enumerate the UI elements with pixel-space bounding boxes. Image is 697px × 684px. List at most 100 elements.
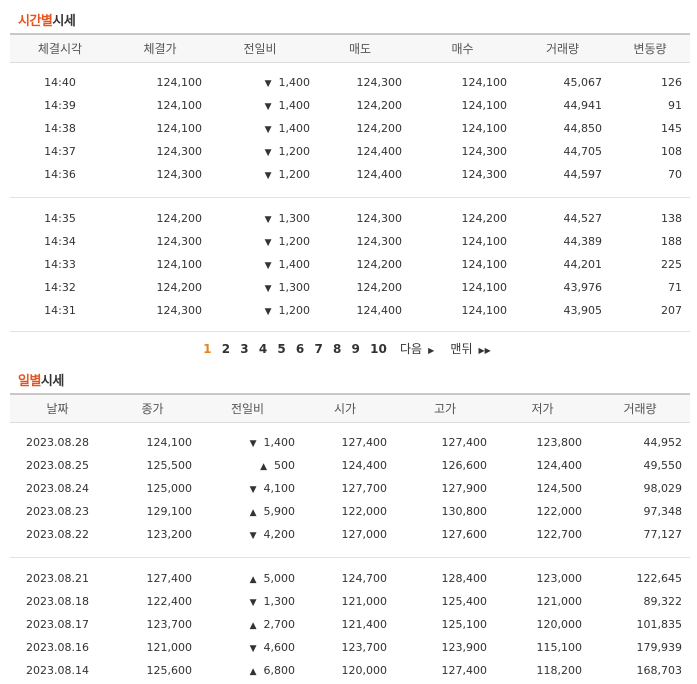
close-cell: 125,500 bbox=[146, 459, 193, 472]
diff-cell: ▼ 1,200 bbox=[210, 140, 310, 163]
volume-cell: 122,645 bbox=[636, 572, 683, 585]
open-cell: 123,700 bbox=[341, 641, 388, 654]
page-link[interactable]: 6 bbox=[295, 342, 305, 356]
volume-cell: 44,527 bbox=[563, 212, 603, 225]
triangle-up-icon: ▲ bbox=[249, 667, 257, 677]
diff-value: 1,200 bbox=[278, 145, 311, 158]
diff-value: 1,400 bbox=[278, 122, 311, 135]
volume-cell: 98,029 bbox=[643, 482, 683, 495]
diff-cell: ▲ 5,000 bbox=[200, 567, 295, 590]
buy-cell: 124,200 bbox=[461, 212, 508, 225]
table-row: 2023.08.18 122,400 ▼ 1,300 121,000 125,400 121… bbox=[10, 590, 690, 613]
high-cell: 127,400 bbox=[441, 664, 488, 677]
sell-cell: 124,200 bbox=[356, 281, 403, 294]
open-cell: 124,700 bbox=[341, 572, 388, 585]
diff-value: 5,900 bbox=[263, 505, 296, 518]
change-cell: 108 bbox=[661, 145, 682, 158]
spacer-cell bbox=[10, 186, 690, 198]
open-cell: 124,400 bbox=[341, 459, 388, 472]
price-cell: 124,300 bbox=[156, 304, 203, 317]
spacer-cell bbox=[10, 322, 690, 332]
th-low: 저가 bbox=[495, 393, 590, 423]
low-cell: 122,000 bbox=[536, 505, 583, 518]
diff-value: 1,400 bbox=[263, 436, 296, 449]
buy-cell: 124,100 bbox=[461, 258, 508, 271]
high-cell: 128,400 bbox=[441, 572, 488, 585]
th-sell: 매도 bbox=[310, 33, 410, 63]
page-link[interactable]: 4 bbox=[258, 342, 268, 356]
th-buy: 매수 bbox=[410, 33, 515, 63]
page-link[interactable]: 3 bbox=[240, 342, 249, 356]
price-cell: 124,100 bbox=[156, 258, 203, 271]
date-cell: 2023.08.23 bbox=[26, 505, 89, 518]
row-spacer bbox=[10, 63, 690, 72]
date-cell: 2023.08.17 bbox=[26, 618, 89, 631]
low-cell: 118,200 bbox=[536, 664, 583, 677]
page-link[interactable]: 7 bbox=[314, 342, 323, 356]
sell-cell: 124,300 bbox=[356, 212, 403, 225]
diff-value: 6,800 bbox=[263, 664, 296, 677]
volume-cell: 44,850 bbox=[563, 122, 603, 135]
time-title-rest: 시세 bbox=[52, 14, 76, 29]
next-page-link[interactable]: 다음 ▶ bbox=[397, 340, 437, 357]
spacer-cell bbox=[10, 423, 690, 432]
triangle-down-icon: ▼ bbox=[249, 598, 257, 608]
table-row: 2023.08.28 124,100 ▼ 1,400 127,400 127,400 123… bbox=[10, 431, 690, 454]
page-link[interactable]: 9 bbox=[351, 342, 360, 356]
open-cell: 127,400 bbox=[341, 436, 388, 449]
last-page-link[interactable]: 맨뒤 ▶▶ bbox=[447, 340, 493, 357]
diff-cell: ▼ 4,600 bbox=[200, 636, 295, 659]
table-row: 2023.08.24 125,000 ▼ 4,100 127,700 127,900 124… bbox=[10, 477, 690, 500]
sell-cell: 124,400 bbox=[356, 304, 403, 317]
close-cell: 125,000 bbox=[146, 482, 193, 495]
close-cell: 121,000 bbox=[146, 641, 193, 654]
daily-table-header: 날짜 종가 전일비 시가 고가 저가 거래량 bbox=[10, 393, 690, 423]
page-link[interactable]: 2 bbox=[221, 342, 231, 356]
high-cell: 127,400 bbox=[441, 436, 488, 449]
diff-value: 1,300 bbox=[263, 595, 296, 608]
table-row: 2023.08.25 125,500 ▲ 500 124,400 126,600 124,4… bbox=[10, 454, 690, 477]
high-cell: 125,100 bbox=[441, 618, 488, 631]
low-cell: 123,800 bbox=[536, 436, 583, 449]
date-cell: 2023.08.24 bbox=[26, 482, 89, 495]
row-spacer bbox=[10, 322, 690, 332]
daily-price-table: 날짜 종가 전일비 시가 고가 저가 거래량 2023.08.28 124,100… bbox=[10, 393, 690, 682]
price-cell: 124,100 bbox=[156, 99, 203, 112]
volume-cell: 179,939 bbox=[636, 641, 683, 654]
low-cell: 121,000 bbox=[536, 595, 583, 608]
th-volume: 거래량 bbox=[515, 33, 610, 63]
open-cell: 122,000 bbox=[341, 505, 388, 518]
volume-cell: 49,550 bbox=[643, 459, 683, 472]
page-current[interactable]: 1 bbox=[203, 342, 212, 356]
volume-cell: 44,201 bbox=[563, 258, 603, 271]
price-cell: 124,300 bbox=[156, 235, 203, 248]
diff-value: 4,600 bbox=[263, 641, 296, 654]
page-link[interactable]: 8 bbox=[333, 342, 342, 356]
price-cell: 124,300 bbox=[156, 145, 203, 158]
low-cell: 123,000 bbox=[536, 572, 583, 585]
volume-cell: 45,067 bbox=[563, 76, 603, 89]
time-title-accent: 시간별 bbox=[18, 14, 53, 29]
open-cell: 120,000 bbox=[341, 664, 388, 677]
page-link[interactable]: 10 bbox=[370, 342, 387, 356]
date-cell: 2023.08.16 bbox=[26, 641, 89, 654]
diff-cell: ▼ 1,400 bbox=[200, 431, 295, 454]
volume-cell: 44,389 bbox=[563, 235, 603, 248]
table-row: 14:35 124,200 ▼ 1,300 124,300 124,200 44,527 13… bbox=[10, 207, 690, 230]
diff-cell: ▲ 2,700 bbox=[200, 613, 295, 636]
high-cell: 127,900 bbox=[441, 482, 488, 495]
time-table-header: 체결시각 체결가 전일비 매도 매수 거래량 변동량 bbox=[10, 33, 690, 63]
diff-value: 1,200 bbox=[278, 304, 311, 317]
diff-cell: ▼ 1,400 bbox=[210, 253, 310, 276]
date-cell: 2023.08.22 bbox=[26, 528, 89, 541]
th-high: 고가 bbox=[395, 393, 495, 423]
table-row: 14:38 124,100 ▼ 1,400 124,200 124,100 44,850 14… bbox=[10, 117, 690, 140]
low-cell: 120,000 bbox=[536, 618, 583, 631]
diff-value: 1,200 bbox=[278, 168, 311, 181]
sell-cell: 124,300 bbox=[356, 235, 403, 248]
high-cell: 123,900 bbox=[441, 641, 488, 654]
page-link[interactable]: 5 bbox=[277, 342, 286, 356]
triangle-down-icon: ▼ bbox=[264, 261, 272, 271]
table-row: 14:34 124,300 ▼ 1,200 124,300 124,100 44,389 18… bbox=[10, 230, 690, 253]
volume-cell: 43,976 bbox=[563, 281, 603, 294]
